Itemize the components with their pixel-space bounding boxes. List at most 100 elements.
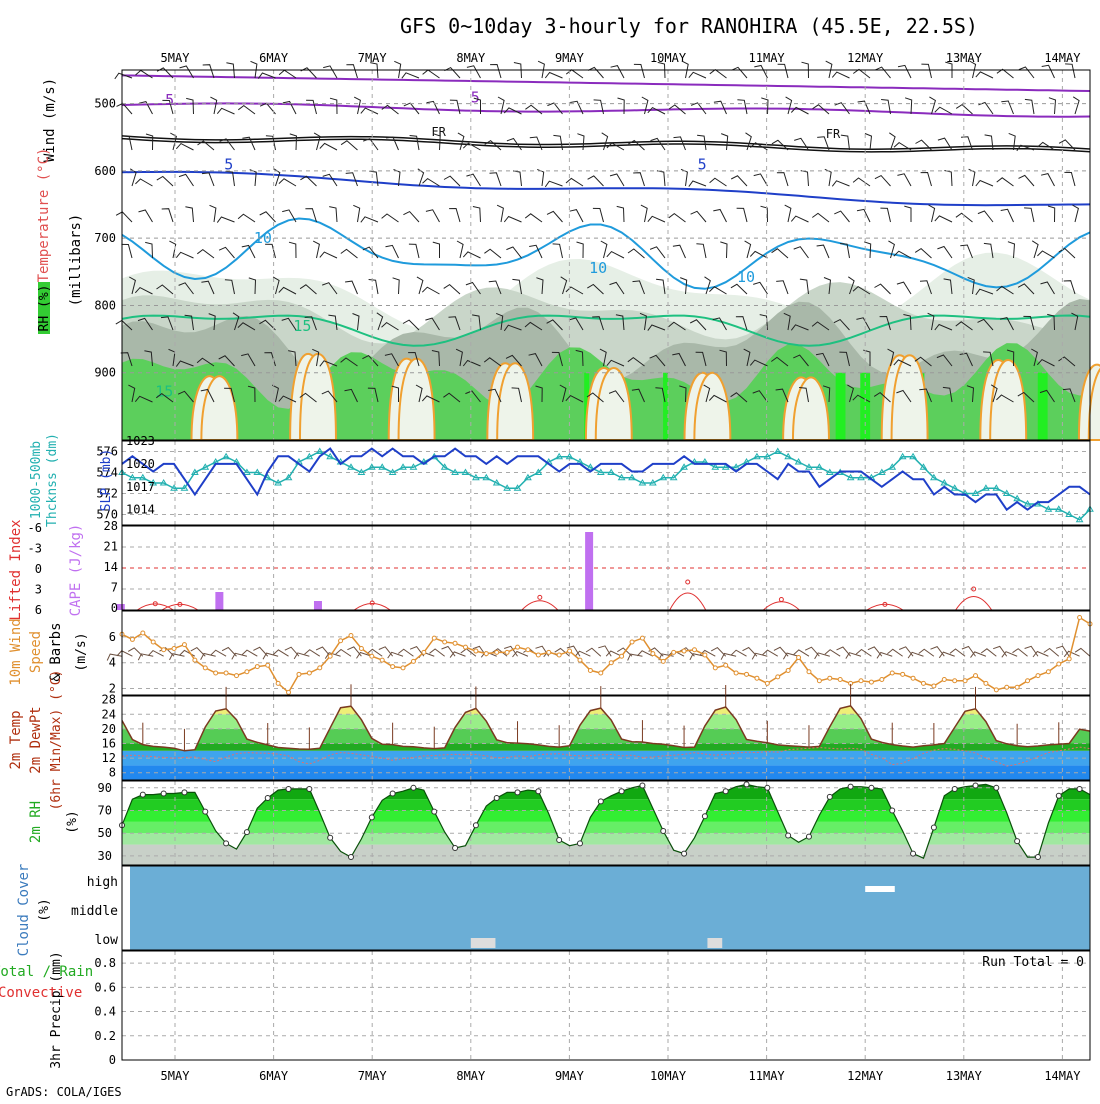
top-date-label: 12MAY: [847, 51, 884, 65]
chart-title: GFS 0~10day 3-hourly for RANOHIRA (45.5E…: [400, 14, 978, 38]
wind-barb: [443, 283, 461, 295]
wind10m-barb: [378, 646, 394, 657]
cape-tick-label: 21: [104, 540, 118, 554]
wind-barb: [1037, 141, 1055, 151]
wind-barb: [1036, 358, 1055, 367]
wind-barb: [422, 69, 440, 79]
temp-contour-minus5a: [121, 74, 1091, 92]
wind-barb: [449, 207, 461, 223]
wind-barb: [569, 209, 584, 223]
wind-barb: [1058, 247, 1076, 259]
wind-barb: [503, 215, 522, 223]
wind-barb: [135, 69, 153, 79]
wind-barb: [777, 63, 789, 79]
wind-speed-marker: [473, 648, 479, 654]
ylabel-2m-temp: 2m Temp: [8, 710, 24, 769]
wind-speed-marker: [140, 630, 146, 636]
wind-barb: [977, 318, 994, 331]
wind-barb: [345, 172, 358, 187]
bottom-date-label: 14MAY: [1044, 1069, 1081, 1083]
li-tick-label: 6: [35, 603, 42, 617]
wind-barb: [730, 283, 748, 295]
bottom-date-label: 9MAY: [555, 1069, 585, 1083]
wind-barb: [1041, 64, 1055, 79]
warm-dome: [496, 362, 535, 441]
wind-barb: [771, 248, 789, 259]
pressure-tick-label: 500: [94, 97, 116, 111]
ylabel-temperature: Temperature (°C): [36, 148, 52, 283]
ylabel-cape: CAPE (J/kg): [68, 524, 84, 617]
wind-barb: [609, 281, 625, 295]
wind-speed-marker: [400, 665, 406, 671]
wind-speed-marker: [525, 647, 531, 653]
wind-barb: [606, 359, 625, 367]
cape-bar: [585, 532, 594, 610]
li-marker: [971, 586, 977, 592]
wind-barb: [811, 321, 830, 331]
warm-dome: [791, 376, 830, 441]
wind-barb: [996, 68, 1014, 79]
wind-barb: [800, 170, 809, 187]
wind10m-barb: [324, 652, 341, 659]
wind10m-barb: [106, 653, 123, 661]
wind-speed-marker: [379, 657, 385, 663]
warm-dome: [890, 354, 929, 441]
wind-barb: [224, 387, 235, 403]
wind-speed-marker: [421, 649, 427, 655]
wind-barb: [353, 204, 361, 223]
wind-barb: [749, 250, 768, 259]
panel-wind10m-frame: [121, 610, 1091, 696]
wind-barb: [186, 97, 194, 115]
thickness-marker: [659, 473, 668, 481]
wind-speed-marker: [619, 653, 625, 659]
wind10m-barb: [907, 651, 924, 659]
li-curve: [161, 603, 199, 611]
thickness-tick-label: 574: [96, 466, 118, 480]
precip-tick-label: 0: [109, 1053, 116, 1067]
thickness-marker: [440, 463, 449, 470]
wind-barb: [417, 168, 425, 187]
wind-barb: [771, 356, 789, 367]
wind-barb: [465, 281, 481, 295]
thickness-marker: [399, 463, 407, 470]
wind-barb: [319, 142, 338, 151]
panel-precip-frame: [121, 950, 1091, 1061]
rh-marker: [826, 793, 833, 800]
precip-tick-label: 0.8: [94, 956, 116, 970]
rh-marker: [514, 789, 521, 796]
wind-barb: [265, 243, 276, 259]
wind-barb: [484, 139, 502, 151]
wind-speed-marker: [286, 689, 292, 695]
wind-barb: [466, 65, 481, 79]
wind-barb: [650, 137, 666, 151]
ylabel-wind: Wind (m/s): [42, 78, 58, 162]
wind-barb: [853, 68, 871, 79]
wind-barb: [874, 283, 891, 295]
wind-barb: [161, 208, 174, 223]
wind-barb: [937, 245, 953, 259]
wind-speed-marker: [744, 671, 750, 677]
wind-speed-marker: [369, 653, 375, 659]
thickness-marker: [982, 484, 990, 491]
wind-speed-marker: [900, 671, 906, 677]
wind-barb: [719, 349, 727, 367]
wind-barb: [145, 241, 153, 259]
wind-barb: [1007, 241, 1016, 259]
wind-barb: [990, 384, 998, 403]
wind-barb: [633, 63, 645, 79]
wind-barb: [921, 63, 932, 79]
wind-barb: [1024, 207, 1035, 223]
wind-barb: [816, 244, 830, 259]
wind-speed-marker: [327, 653, 333, 659]
wind10m-barb: [762, 649, 778, 657]
wind-barb: [824, 168, 832, 187]
wind10m-barb: [689, 653, 705, 661]
wind-barb: [381, 213, 399, 223]
rh-marker: [139, 791, 146, 798]
wind-barb: [170, 132, 177, 151]
wind-barb: [367, 387, 379, 403]
wind-barb: [511, 387, 522, 403]
wind-barb: [753, 173, 768, 187]
wind-barb: [628, 139, 645, 151]
thickness-marker: [753, 452, 761, 460]
